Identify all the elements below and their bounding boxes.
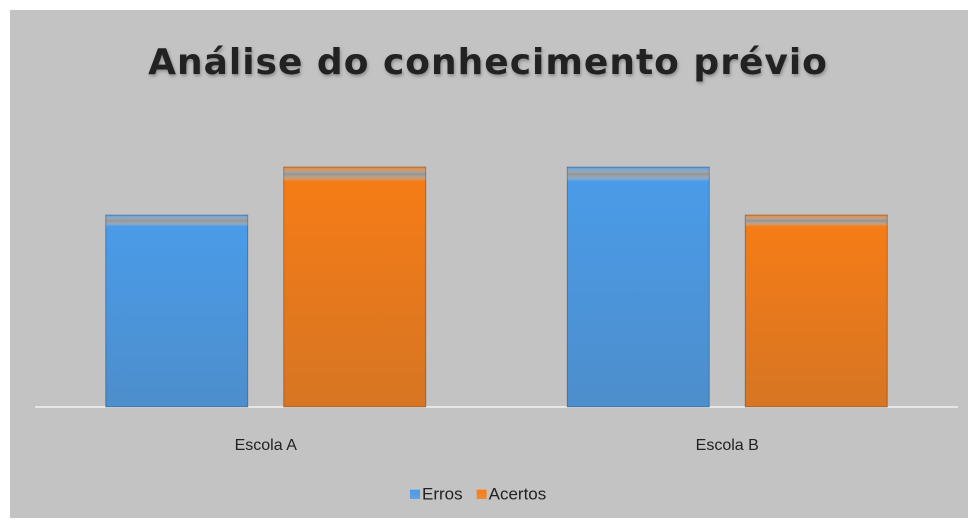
bar bbox=[744, 214, 888, 408]
bar bbox=[105, 214, 249, 408]
bar bbox=[566, 166, 710, 408]
chart-title: Análise do conhecimento prévio bbox=[148, 42, 828, 83]
bar bbox=[283, 166, 427, 408]
legend-swatch bbox=[410, 489, 420, 499]
legend-swatch bbox=[476, 489, 487, 499]
x-tick-label: Escola A bbox=[235, 437, 298, 454]
legend-label: Acertos bbox=[489, 484, 547, 503]
x-tick-label: Escola B bbox=[696, 437, 759, 454]
legend-label: Erros bbox=[422, 484, 463, 503]
